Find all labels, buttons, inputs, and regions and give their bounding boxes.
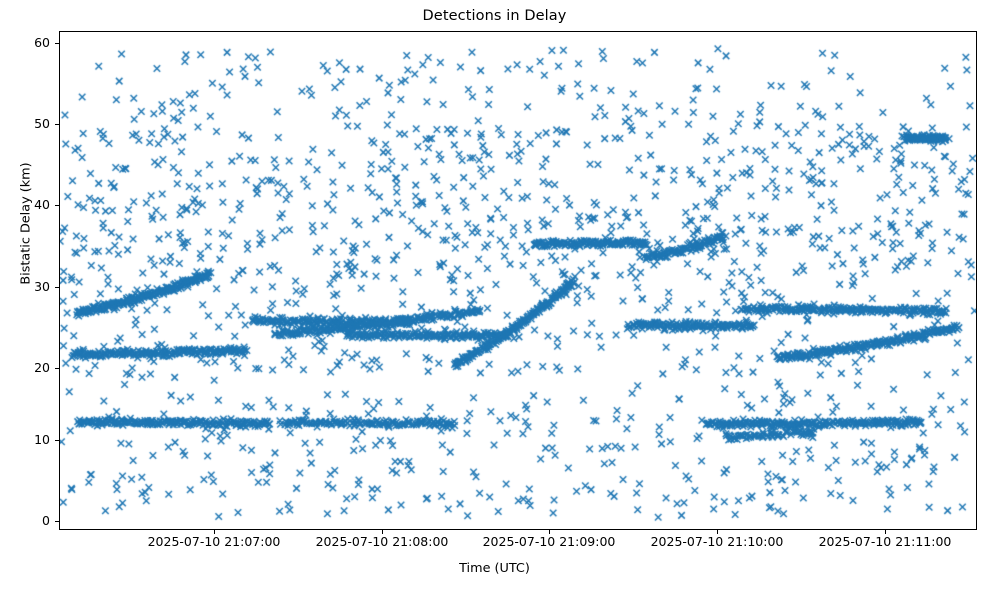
x-tick-label: 2025-07-10 21:07:00	[147, 534, 281, 549]
x-tick-mark	[549, 530, 551, 534]
y-tick-label: 60	[34, 34, 50, 50]
x-tick-label: 2025-07-10 21:08:00	[315, 534, 449, 549]
y-axis-tick-labels: 0 10 20 30 40 50 60	[0, 0, 50, 590]
x-tick-mark	[214, 530, 216, 534]
y-tick-label: 40	[34, 196, 50, 212]
y-tick-mark	[55, 124, 59, 126]
x-tick-mark	[382, 530, 384, 534]
x-tick-label: 2025-07-10 21:11:00	[818, 534, 952, 549]
scatter-plot-canvas	[60, 32, 976, 529]
y-tick-label: 30	[34, 278, 50, 294]
y-tick-mark	[55, 440, 59, 442]
x-tick-label: 2025-07-10 21:09:00	[482, 534, 616, 549]
x-tick-mark	[885, 530, 887, 534]
y-tick-label: 50	[34, 115, 50, 131]
y-tick-mark	[55, 287, 59, 289]
page-title: Detections in Delay	[422, 8, 567, 24]
x-tick-label: 2025-07-10 21:10:00	[650, 534, 784, 549]
x-tick-mark	[717, 530, 719, 534]
y-tick-mark	[55, 521, 59, 523]
y-tick-mark	[55, 205, 59, 207]
x-axis-label: Time (UTC)	[459, 561, 530, 576]
y-axis-label: Bistatic Delay (km)	[18, 162, 34, 285]
y-tick-label: 20	[34, 359, 50, 375]
y-tick-mark	[55, 43, 59, 45]
plot-area	[59, 31, 977, 530]
y-tick-mark	[55, 368, 59, 370]
y-tick-label: 10	[34, 431, 50, 447]
y-tick-label: 0	[42, 512, 50, 528]
